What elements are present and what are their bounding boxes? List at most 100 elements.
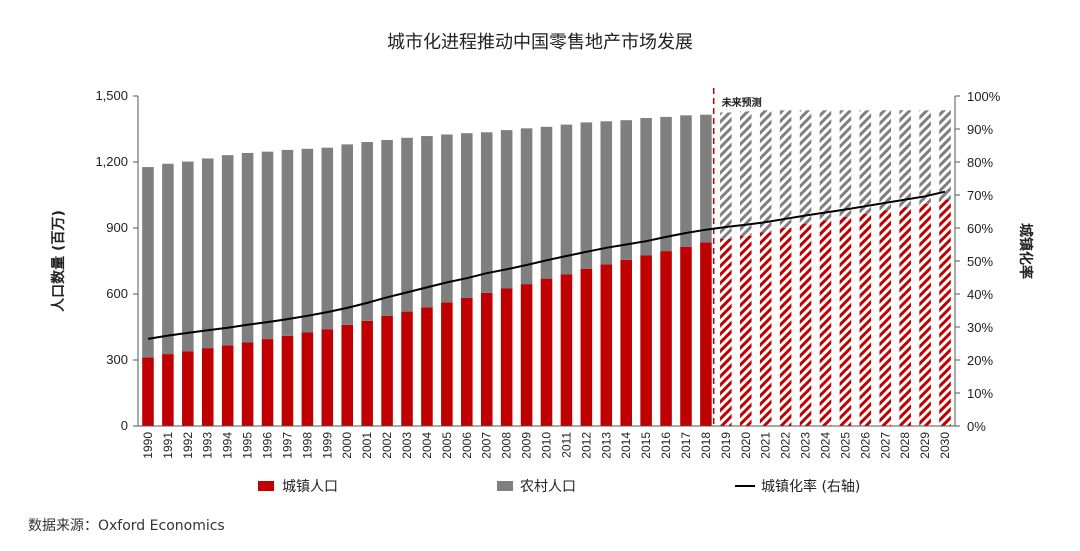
bar-urban-2007: [480, 292, 493, 426]
bar-rural-1998: [301, 148, 314, 333]
x-tick-label: 1994: [221, 432, 235, 459]
y-tick-label: 0: [121, 418, 128, 433]
y-tick-label: 300: [106, 352, 128, 367]
bar-rural-2001: [361, 141, 373, 321]
bar-rural-2028: [899, 110, 911, 208]
x-tick-label: 1993: [201, 432, 215, 459]
bar-urban-1997: [281, 335, 294, 426]
bar-urban-2020: [739, 235, 752, 426]
x-tick-label: 2029: [918, 432, 932, 459]
urbanization-rate-line: [147, 190, 946, 340]
x-tick-label: 2023: [799, 432, 813, 459]
y-tick-label: 1,500: [95, 88, 128, 103]
bar-rural-1990: [142, 167, 154, 358]
bar-urban-2027: [879, 210, 892, 426]
bar-urban-1995: [241, 342, 254, 426]
x-tick-label: 2011: [559, 432, 573, 458]
bar-rural-2012: [580, 122, 593, 269]
bar-rural-1993: [201, 158, 214, 349]
bar-urban-2002: [381, 316, 393, 426]
x-tick-label: 2017: [679, 432, 693, 459]
x-tick-label: 1991: [161, 432, 175, 459]
bar-urban-1990: [142, 357, 154, 426]
bar-urban-2005: [441, 302, 453, 426]
bar-urban-1994: [221, 345, 234, 426]
y2-tick-label: 50%: [967, 254, 993, 269]
bar-urban-2003: [401, 311, 413, 426]
bar-urban-1998: [301, 332, 314, 426]
bar-urban-2018: [700, 242, 712, 426]
bar-rural-2017: [680, 115, 692, 247]
y2-tick-label: 20%: [967, 353, 993, 368]
y2-tick-label: 100%: [967, 89, 1001, 104]
x-tick-label: 2028: [898, 432, 912, 459]
bar-urban-2004: [421, 307, 433, 426]
y2-tick-label: 90%: [967, 122, 993, 137]
x-tick-label: 2000: [340, 432, 354, 459]
x-tick-label: 2013: [599, 432, 613, 459]
bar-urban-2015: [640, 255, 652, 426]
bar-urban-2011: [560, 274, 573, 426]
legend-label-rural: 农村人口: [520, 479, 576, 495]
bar-urban-2017: [680, 246, 692, 426]
x-tick-label: 1990: [141, 432, 155, 459]
bar-rural-2020: [739, 111, 752, 236]
bar-rural-1995: [241, 152, 254, 343]
bar-urban-2024: [819, 220, 832, 426]
x-tick-label: 2012: [579, 432, 593, 459]
bar-urban-1991: [162, 354, 174, 426]
bar-urban-2025: [839, 217, 852, 426]
x-tick-label: 2025: [838, 432, 852, 459]
x-tick-label: 2001: [360, 432, 374, 459]
legend: 城镇人口 农村人口 城镇化率 (右轴): [258, 478, 860, 495]
bar-urban-2009: [520, 284, 533, 426]
bar-urban-2008: [500, 288, 513, 426]
bar-urban-2026: [859, 213, 872, 426]
bar-urban-2023: [799, 223, 812, 426]
x-tick-label: 2020: [739, 432, 753, 459]
x-tick-label: 2009: [520, 432, 534, 459]
x-tick-label: 2027: [878, 432, 892, 459]
bar-urban-1996: [261, 339, 274, 426]
bar-urban-2012: [580, 268, 593, 426]
chart-title: 城市化进程推动中国零售地产市场发展: [387, 32, 693, 53]
x-tick-label: 2016: [659, 432, 673, 459]
bar-rural-1992: [182, 161, 194, 352]
bar-urban-2014: [620, 259, 632, 426]
bar-urban-2028: [899, 207, 911, 426]
bar-rural-2009: [520, 128, 533, 285]
bar-rural-2004: [421, 136, 433, 308]
x-tick-label: 2014: [619, 432, 633, 459]
x-tick-label: 1999: [320, 432, 334, 459]
y2-tick-label: 10%: [967, 386, 993, 401]
bar-rural-2016: [660, 116, 672, 252]
bar-rural-2008: [500, 130, 513, 289]
bar-urban-1993: [201, 348, 214, 426]
bar-urban-2029: [919, 203, 931, 426]
axes-group: 1990 1991 1992 1993 1994 1995 1996 1997 1998 1999…: [50, 88, 1034, 459]
bars-group: [142, 110, 951, 426]
bar-rural-2021: [759, 110, 772, 233]
y2-axis-title: 城镇化率: [1017, 223, 1034, 279]
bar-rural-2023: [799, 110, 812, 224]
y2-tick-label: 40%: [967, 287, 993, 302]
x-tick-label: 1995: [241, 432, 255, 459]
y-axis-title: 人口数量 (百万): [50, 210, 67, 312]
bar-rural-2005: [441, 134, 453, 303]
bar-urban-2001: [361, 320, 373, 426]
x-tick-label: 1998: [300, 432, 314, 459]
rate-line-group: [147, 190, 946, 340]
x-tick-label: 2030: [938, 432, 952, 459]
bar-rural-2030: [939, 110, 951, 200]
data-source: 数据来源：Oxford Economics: [28, 518, 225, 534]
y-tick-label: 1,200: [95, 154, 128, 169]
bar-rural-2022: [779, 110, 792, 228]
legend-label-rate: 城镇化率 (右轴): [761, 478, 860, 495]
x-tick-label: 2026: [858, 432, 872, 459]
bar-rural-2025: [839, 110, 852, 217]
bar-rural-2006: [461, 133, 473, 298]
x-tick-label: 2021: [759, 432, 773, 459]
x-tick-label: 1996: [261, 432, 275, 459]
bar-urban-2022: [779, 228, 792, 426]
